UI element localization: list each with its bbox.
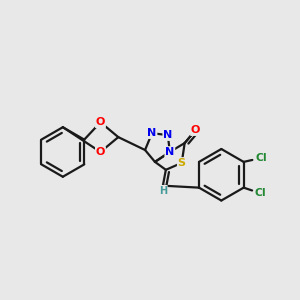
Text: H: H	[159, 186, 167, 196]
Text: N: N	[147, 128, 157, 138]
Text: O: O	[96, 117, 105, 127]
Text: O: O	[191, 125, 200, 135]
Text: O: O	[96, 147, 105, 157]
Text: Cl: Cl	[255, 188, 266, 198]
Text: N: N	[165, 147, 174, 157]
Text: Cl: Cl	[255, 153, 267, 163]
Text: S: S	[178, 158, 186, 168]
Text: N: N	[163, 130, 172, 140]
